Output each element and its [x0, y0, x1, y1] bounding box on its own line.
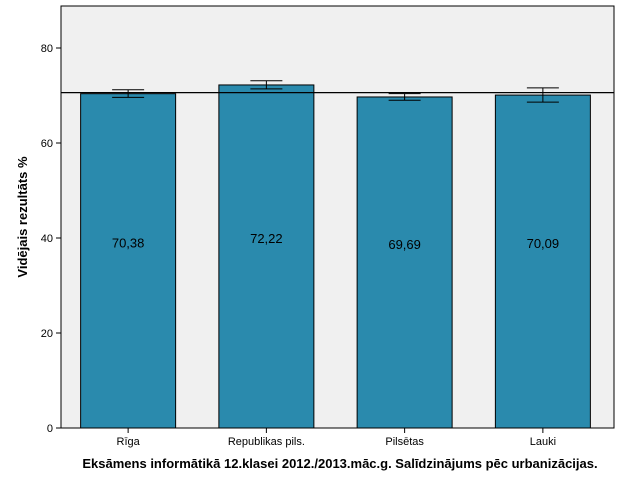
x-tick-label: Pilsētas — [385, 436, 424, 448]
y-axis: 0 20 40 60 80 — [41, 43, 61, 435]
bar — [356, 96, 453, 429]
y-axis-label: Vidējais rezultāts % — [15, 156, 30, 278]
data-label: 69,69 — [388, 237, 421, 252]
bars: 70,38 72,22 69,69 70,09 — [61, 80, 614, 429]
bar — [218, 84, 315, 429]
x-tick-label: Republikas pils. — [228, 436, 305, 448]
x-tick-label: Lauki — [530, 436, 556, 448]
data-label: 72,22 — [250, 231, 283, 246]
y-tick-label: 40 — [41, 233, 53, 245]
bar — [80, 93, 177, 429]
y-tick-label: 80 — [41, 43, 53, 55]
y-tick-label: 60 — [41, 138, 53, 150]
y-tick-label: 20 — [41, 328, 53, 340]
x-axis: Rīga Republikas pils. Pilsētas Lauki — [117, 428, 556, 448]
x-axis-label: Eksāmens informātikā 12.klasei 2012./201… — [82, 456, 598, 471]
bar — [494, 94, 591, 429]
data-label: 70,38 — [112, 235, 145, 250]
y-tick-label: 0 — [47, 423, 53, 435]
data-label: 70,09 — [527, 236, 560, 251]
x-tick-label: Rīga — [117, 436, 141, 448]
